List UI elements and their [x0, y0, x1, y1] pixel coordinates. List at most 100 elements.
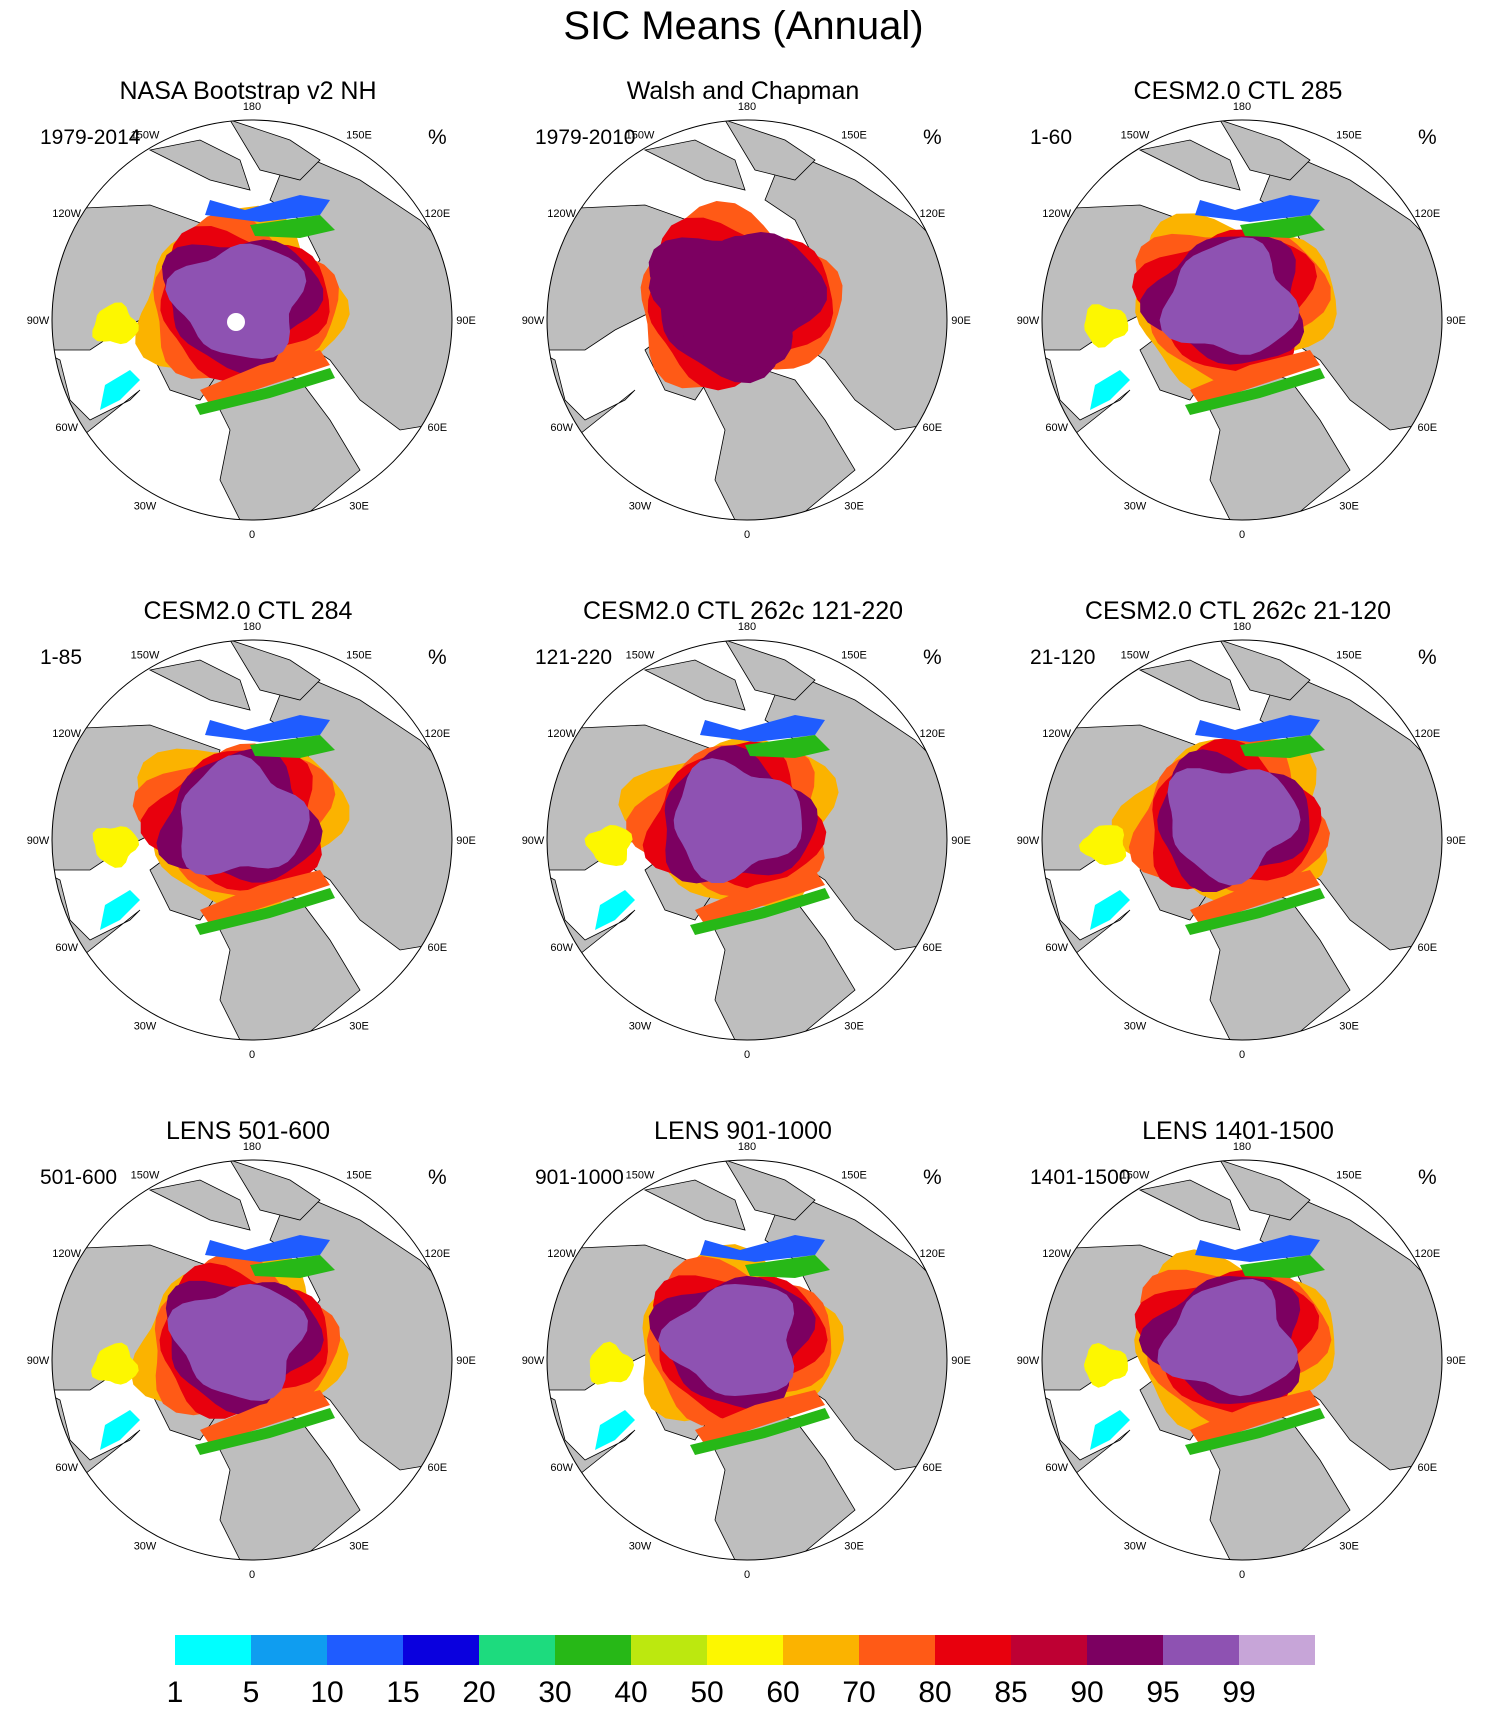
longitude-label: 0 — [1239, 1569, 1245, 1581]
longitude-label: 30W — [629, 500, 652, 512]
longitude-label: 60W — [550, 1462, 573, 1474]
longitude-label: 60E — [923, 422, 943, 434]
longitude-label: 60W — [550, 942, 573, 954]
polar-map: 180 150E 120E 90E 60E 30E 0 30W 60W 90W 120W 150W — [522, 621, 971, 1061]
longitude-label: 60W — [55, 422, 78, 434]
longitude-label: 90E — [1446, 1355, 1466, 1367]
panel-title: CESM2.0 CTL 262c 21-120 — [1084, 597, 1392, 625]
longitude-label: 0 — [249, 1049, 255, 1061]
longitude-label: 150W — [626, 1170, 655, 1182]
sea-ice-concentration — [92, 715, 350, 935]
longitude-label: 30E — [349, 500, 369, 512]
longitude-label: 90E — [456, 835, 476, 847]
longitude-label: 60W — [1045, 1462, 1068, 1474]
map-boundary — [546, 119, 948, 521]
longitude-label: 120W — [1042, 1248, 1071, 1260]
longitude-label: 90W — [1017, 1355, 1040, 1367]
longitude-label: 120W — [547, 1248, 576, 1260]
longitude-label: 150E — [1336, 650, 1362, 662]
colorbar-swatch — [251, 1635, 327, 1665]
longitude-label: 150E — [1336, 130, 1362, 142]
colorbar-swatch — [1087, 1635, 1163, 1665]
longitude-label: 30W — [1124, 1540, 1147, 1552]
alaska-land — [1138, 139, 1241, 191]
longitude-label: 30E — [1339, 500, 1359, 512]
longitude-label: 90W — [1017, 835, 1040, 847]
longitude-label: 180 — [243, 101, 261, 113]
panel-unit: % — [428, 126, 447, 149]
longitude-label: 150E — [346, 650, 372, 662]
sea-ice-concentration — [640, 201, 843, 391]
longitude-label: 90E — [951, 1355, 971, 1367]
map-panel: 180 150E 120E 90E 60E 30E 0 30W 60W 90W 120W 150W LE… — [0, 1040, 496, 1581]
map-panel: 180 150E 120E 90E 60E 30E 0 30W 60W 90W 120W 150W CE… — [495, 520, 991, 1061]
map-boundary — [51, 119, 453, 521]
panel-period: 501-600 — [40, 1166, 118, 1189]
longitude-label: 180 — [738, 1141, 756, 1153]
longitude-label: 180 — [1233, 621, 1251, 633]
sea-ice-concentration — [1078, 715, 1331, 935]
longitude-label: 150W — [1121, 130, 1150, 142]
longitude-label: 90E — [456, 315, 476, 327]
panel-title: Walsh and Chapman — [626, 77, 860, 105]
chukotka-land — [724, 120, 816, 181]
longitude-label: 60E — [1418, 422, 1438, 434]
map-boundary — [51, 1159, 453, 1561]
longitude-label: 120E — [424, 728, 450, 740]
sea-ice-concentration — [92, 195, 350, 415]
longitude-label: 150W — [626, 130, 655, 142]
panel-period: 1401-1500 — [1030, 1166, 1131, 1189]
map-panel: 180 150E 120E 90E 60E 30E 0 30W 60W 90W 120W 150W NA… — [0, 0, 496, 541]
colorbar-tick-label: 30 — [538, 1676, 572, 1709]
colorbar-swatch — [175, 1635, 251, 1665]
panel-title: LENS 1401-1500 — [1142, 1117, 1334, 1145]
colorbar-tick-label: 90 — [1070, 1676, 1104, 1709]
alaska-land — [148, 659, 251, 711]
colorbar-tick-label: 50 — [690, 1676, 724, 1709]
colorbar-tick-label: 85 — [994, 1676, 1028, 1709]
longitude-label: 30E — [844, 500, 864, 512]
panel-unit: % — [1418, 1166, 1437, 1189]
longitude-label: 150W — [131, 650, 160, 662]
longitude-label: 120W — [1042, 208, 1071, 220]
panel-period: 901-1000 — [535, 1166, 624, 1189]
map-panel: 180 150E 120E 90E 60E 30E 0 30W 60W 90W 120W 150W CE… — [0, 520, 496, 1061]
polar-map: 180 150E 120E 90E 60E 30E 0 30W 60W 90W 120W 150W — [27, 101, 476, 541]
colorbar-swatch — [631, 1635, 707, 1665]
longitude-label: 0 — [744, 1569, 750, 1581]
longitude-label: 60W — [1045, 422, 1068, 434]
colorbar-tick-label: 10 — [310, 1676, 344, 1709]
longitude-label: 90W — [27, 315, 50, 327]
panel-unit: % — [923, 1166, 942, 1189]
panel-unit: % — [428, 646, 447, 669]
longitude-label: 60E — [1418, 1462, 1438, 1474]
map-panel: 180 150E 120E 90E 60E 30E 0 30W 60W 90W 120W 150W LE… — [990, 1040, 1486, 1581]
sea-ice-concentration — [589, 1235, 844, 1455]
longitude-label: 0 — [249, 1569, 255, 1581]
longitude-label: 30W — [629, 1540, 652, 1552]
longitude-label: 90W — [27, 1355, 50, 1367]
longitude-label: 180 — [243, 1141, 261, 1153]
longitude-label: 120E — [919, 208, 945, 220]
longitude-label: 90W — [522, 315, 545, 327]
longitude-label: 30E — [349, 1020, 369, 1032]
longitude-label: 60E — [428, 1462, 448, 1474]
sea-ice-concentration — [1084, 195, 1337, 415]
sea-ice-concentration — [584, 715, 839, 935]
chukotka-land — [229, 120, 321, 181]
chukotka-land — [1219, 640, 1311, 701]
longitude-label: 180 — [1233, 101, 1251, 113]
colorbar-tick-label: 1 — [166, 1676, 184, 1709]
colorbar-swatch — [403, 1635, 479, 1665]
longitude-label: 90E — [951, 315, 971, 327]
panel-period: 121-220 — [535, 646, 613, 669]
panel-period: 1-85 — [40, 646, 83, 669]
colorbar-swatch — [555, 1635, 631, 1665]
longitude-label: 90W — [27, 835, 50, 847]
map-boundary — [1041, 1159, 1443, 1561]
pole-hole — [227, 313, 245, 331]
panel-period: 1979-2010 — [535, 126, 636, 149]
longitude-label: 60W — [55, 1462, 78, 1474]
longitude-label: 30W — [134, 1540, 157, 1552]
longitude-label: 150E — [346, 1170, 372, 1182]
